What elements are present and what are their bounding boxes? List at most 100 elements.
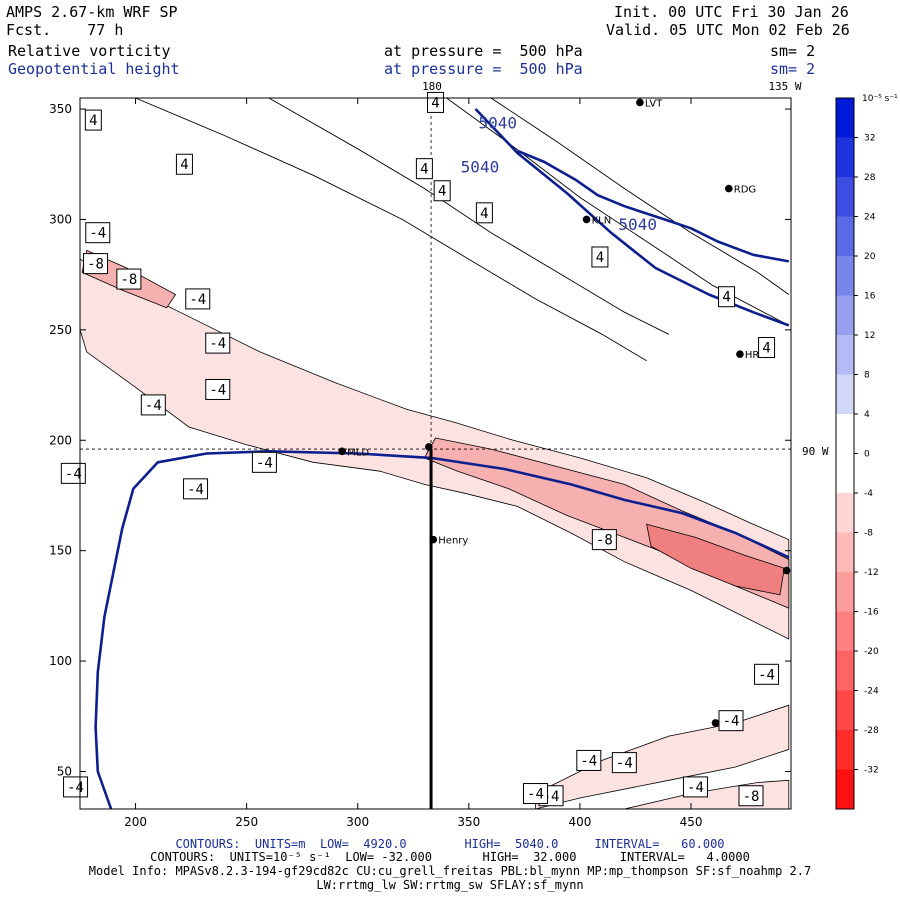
station-label: RDG xyxy=(734,185,756,196)
colorbar-tick-label: -20 xyxy=(864,647,879,657)
vorticity-label: 4 xyxy=(180,157,188,173)
vorticity-label-box xyxy=(83,253,109,275)
vorticity-label: 4 xyxy=(420,162,428,178)
vorticity-label: -4 xyxy=(616,756,633,772)
vorticity-label: -4 xyxy=(89,226,106,242)
vorticity-label: 4 xyxy=(762,341,770,357)
height-label: 5040 xyxy=(461,157,500,176)
model-title: AMPS 2.67-km WRF SP xyxy=(6,3,178,21)
vorticity-label: -8 xyxy=(596,533,613,549)
vorticity-label: 4 xyxy=(89,113,97,129)
station-dot xyxy=(724,184,733,193)
colorbar-segment xyxy=(836,572,854,612)
colorbar-tick-label: 8 xyxy=(864,371,870,381)
station-dot xyxy=(338,447,346,456)
station-label: LVT xyxy=(645,98,663,109)
vorticity-label-box xyxy=(85,222,111,244)
colorbar-tick-label: -4 xyxy=(864,489,873,499)
vorticity-label: -4 xyxy=(256,455,273,471)
colorbar-segment xyxy=(836,532,854,573)
y-tick-label: 300 xyxy=(49,212,72,226)
vorticity-label-box xyxy=(718,286,736,308)
height-label: 5040 xyxy=(478,113,517,132)
negative-region xyxy=(646,523,785,596)
field1-smoothing: sm= 2 xyxy=(770,42,816,60)
vorticity-label: -8 xyxy=(743,789,760,805)
station-label: KLN xyxy=(592,215,612,226)
colorbar-tick-label: 16 xyxy=(864,292,876,302)
vorticity-label: -4 xyxy=(758,667,775,683)
vorticity-label: -4 xyxy=(723,714,740,730)
vorticity-label-box xyxy=(718,710,744,732)
top-label-135w: 135 W xyxy=(768,80,801,93)
colorbar-tick-label: 4 xyxy=(864,410,870,420)
model-info-2: LW:rrtmg_lw SW:rrtmg_sw SFLAY:sf_mynn xyxy=(316,878,584,892)
colorbar-segment xyxy=(836,414,854,454)
vorticity-label-box xyxy=(205,378,231,400)
x-tick-label: 250 xyxy=(235,815,258,829)
y-tick-label: 200 xyxy=(49,433,72,447)
vorticity-label: -4 xyxy=(67,780,84,796)
x-tick-label: 350 xyxy=(457,815,480,829)
vorticity-label-box xyxy=(591,246,609,268)
vorticity-label-box xyxy=(205,332,231,354)
colorbar-segment xyxy=(836,611,854,652)
vorticity-label: 4 xyxy=(596,250,604,266)
vorticity-label-box xyxy=(576,749,602,771)
y-tick-label: 250 xyxy=(49,323,72,337)
colorbar-segment xyxy=(836,730,854,770)
colorbar-unit: 10⁻⁵ s⁻¹ xyxy=(862,94,898,104)
station-dot xyxy=(582,215,591,224)
colorbar-segment xyxy=(836,453,854,494)
vorticity-label: -4 xyxy=(187,482,204,498)
colorbar-segment xyxy=(836,137,854,178)
vorticity-label-box xyxy=(60,462,86,484)
positive-contour xyxy=(268,97,670,335)
positive-contour xyxy=(135,97,647,362)
height-label: 5040 xyxy=(618,215,657,234)
colorbar-tick-label: 32 xyxy=(864,134,875,144)
field2-name: Geopotential height xyxy=(8,60,180,78)
vorticity-label-box xyxy=(84,109,102,131)
x-tick-label: 450 xyxy=(680,815,703,829)
x-tick-label: 400 xyxy=(568,815,591,829)
colorbar-segment xyxy=(836,769,854,810)
y-tick-label: 50 xyxy=(57,764,72,778)
y-tick-label: 350 xyxy=(49,102,72,116)
station-dot xyxy=(636,98,644,107)
colorbar-segment xyxy=(836,256,854,296)
vorticity-label: 4 xyxy=(480,206,488,222)
colorbar-tick-label: -16 xyxy=(864,608,879,618)
vorticity-label: -4 xyxy=(687,780,704,796)
height-contour-labels: 5040 5040 5040 xyxy=(461,113,657,234)
vorticity-label: 4 xyxy=(431,95,439,111)
colorbar-tick-label: 20 xyxy=(864,252,876,262)
colorbar-tick-label: 0 xyxy=(864,450,870,460)
vorticity-label-box xyxy=(415,158,433,180)
station-dot xyxy=(782,566,791,575)
colorbar: 32 28 24 20 16 12 8 4 0 -4 -8 -12 -16 -20 -24 -28 -32 xyxy=(835,97,879,810)
vorticity-label: -4 xyxy=(65,466,82,482)
plot-frame xyxy=(79,97,792,810)
vorticity-label-box xyxy=(251,451,277,473)
vorticity-label-box xyxy=(611,752,637,774)
station-dot xyxy=(429,535,438,544)
vorticity-label: -4 xyxy=(527,787,544,803)
init-time: Init. 00 UTC Fri 30 Jan 26 xyxy=(614,3,849,21)
vorticity-label: -4 xyxy=(145,398,162,414)
colorbar-segment xyxy=(836,216,854,257)
colorbar-segment xyxy=(836,335,854,375)
colorbar-segment xyxy=(836,177,854,217)
y-tick-label: 150 xyxy=(49,544,72,558)
colorbar-segment xyxy=(836,493,854,533)
vorticity-label-box xyxy=(475,202,493,224)
colorbar-segment xyxy=(836,98,854,138)
vorticity-label: -8 xyxy=(87,257,104,273)
positive-contour xyxy=(490,97,790,295)
field1-name: Relative vorticity xyxy=(8,42,171,60)
vorticity-label-box xyxy=(140,394,166,416)
station-dot xyxy=(711,719,720,727)
vorticity-label-box xyxy=(754,663,780,685)
